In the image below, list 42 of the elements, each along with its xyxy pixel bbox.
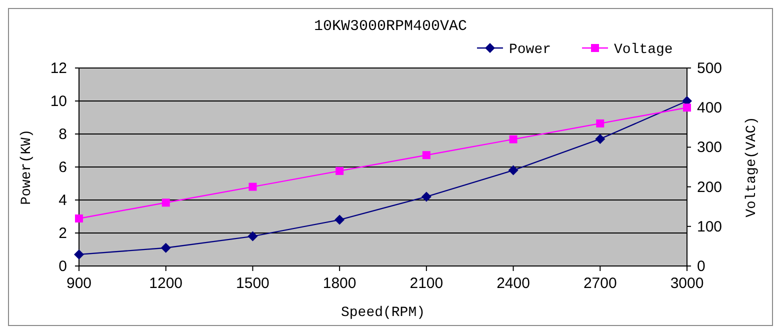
y-tick-label: 2 (58, 225, 67, 242)
y-tick-label: 0 (58, 258, 67, 275)
x-tick-label: 3000 (670, 275, 704, 292)
y-tick-label: 6 (58, 159, 67, 176)
y-axis-title: Power(KW) (19, 129, 35, 205)
x-tick-label: 1200 (149, 275, 183, 292)
y2-tick-label: 300 (697, 139, 722, 156)
x-tick-label: 1500 (236, 275, 270, 292)
y2-tick-label: 400 (697, 100, 722, 117)
point (683, 104, 691, 112)
x-tick-label: 900 (66, 275, 92, 292)
legend-label: Power (509, 42, 552, 58)
point (162, 198, 170, 207)
x-tick-label: 2400 (496, 275, 530, 292)
point (248, 182, 257, 191)
point (74, 249, 84, 260)
point (508, 165, 518, 176)
y2-axis-title: Voltage(VAC) (744, 116, 760, 218)
y-tick-label: 12 (50, 60, 67, 77)
point (75, 214, 83, 222)
y2-tick-label: 0 (697, 258, 706, 275)
point (421, 192, 432, 202)
y-tick-label: 10 (50, 93, 67, 110)
y2-tick-label: 200 (697, 178, 722, 196)
x-tick-label: 1800 (322, 275, 356, 292)
x-axis-title: Speed(RPM) (340, 305, 426, 321)
legend-label: Voltage (614, 42, 673, 58)
y-tick-label: 4 (58, 192, 67, 209)
point (596, 119, 604, 128)
point (160, 242, 171, 253)
point (509, 135, 518, 144)
point (334, 214, 345, 225)
point (248, 231, 258, 242)
x-tick-label: 2100 (410, 275, 444, 292)
y-tick-label: 8 (58, 126, 67, 143)
point (595, 134, 606, 144)
chart-title: 10KW3000RPM400VAC (314, 18, 468, 35)
x-tick-label: 2700 (583, 275, 617, 292)
point (422, 151, 430, 160)
y2-tick-label: 100 (697, 218, 722, 236)
y2-tick-label: 500 (697, 60, 722, 77)
point (336, 166, 344, 175)
